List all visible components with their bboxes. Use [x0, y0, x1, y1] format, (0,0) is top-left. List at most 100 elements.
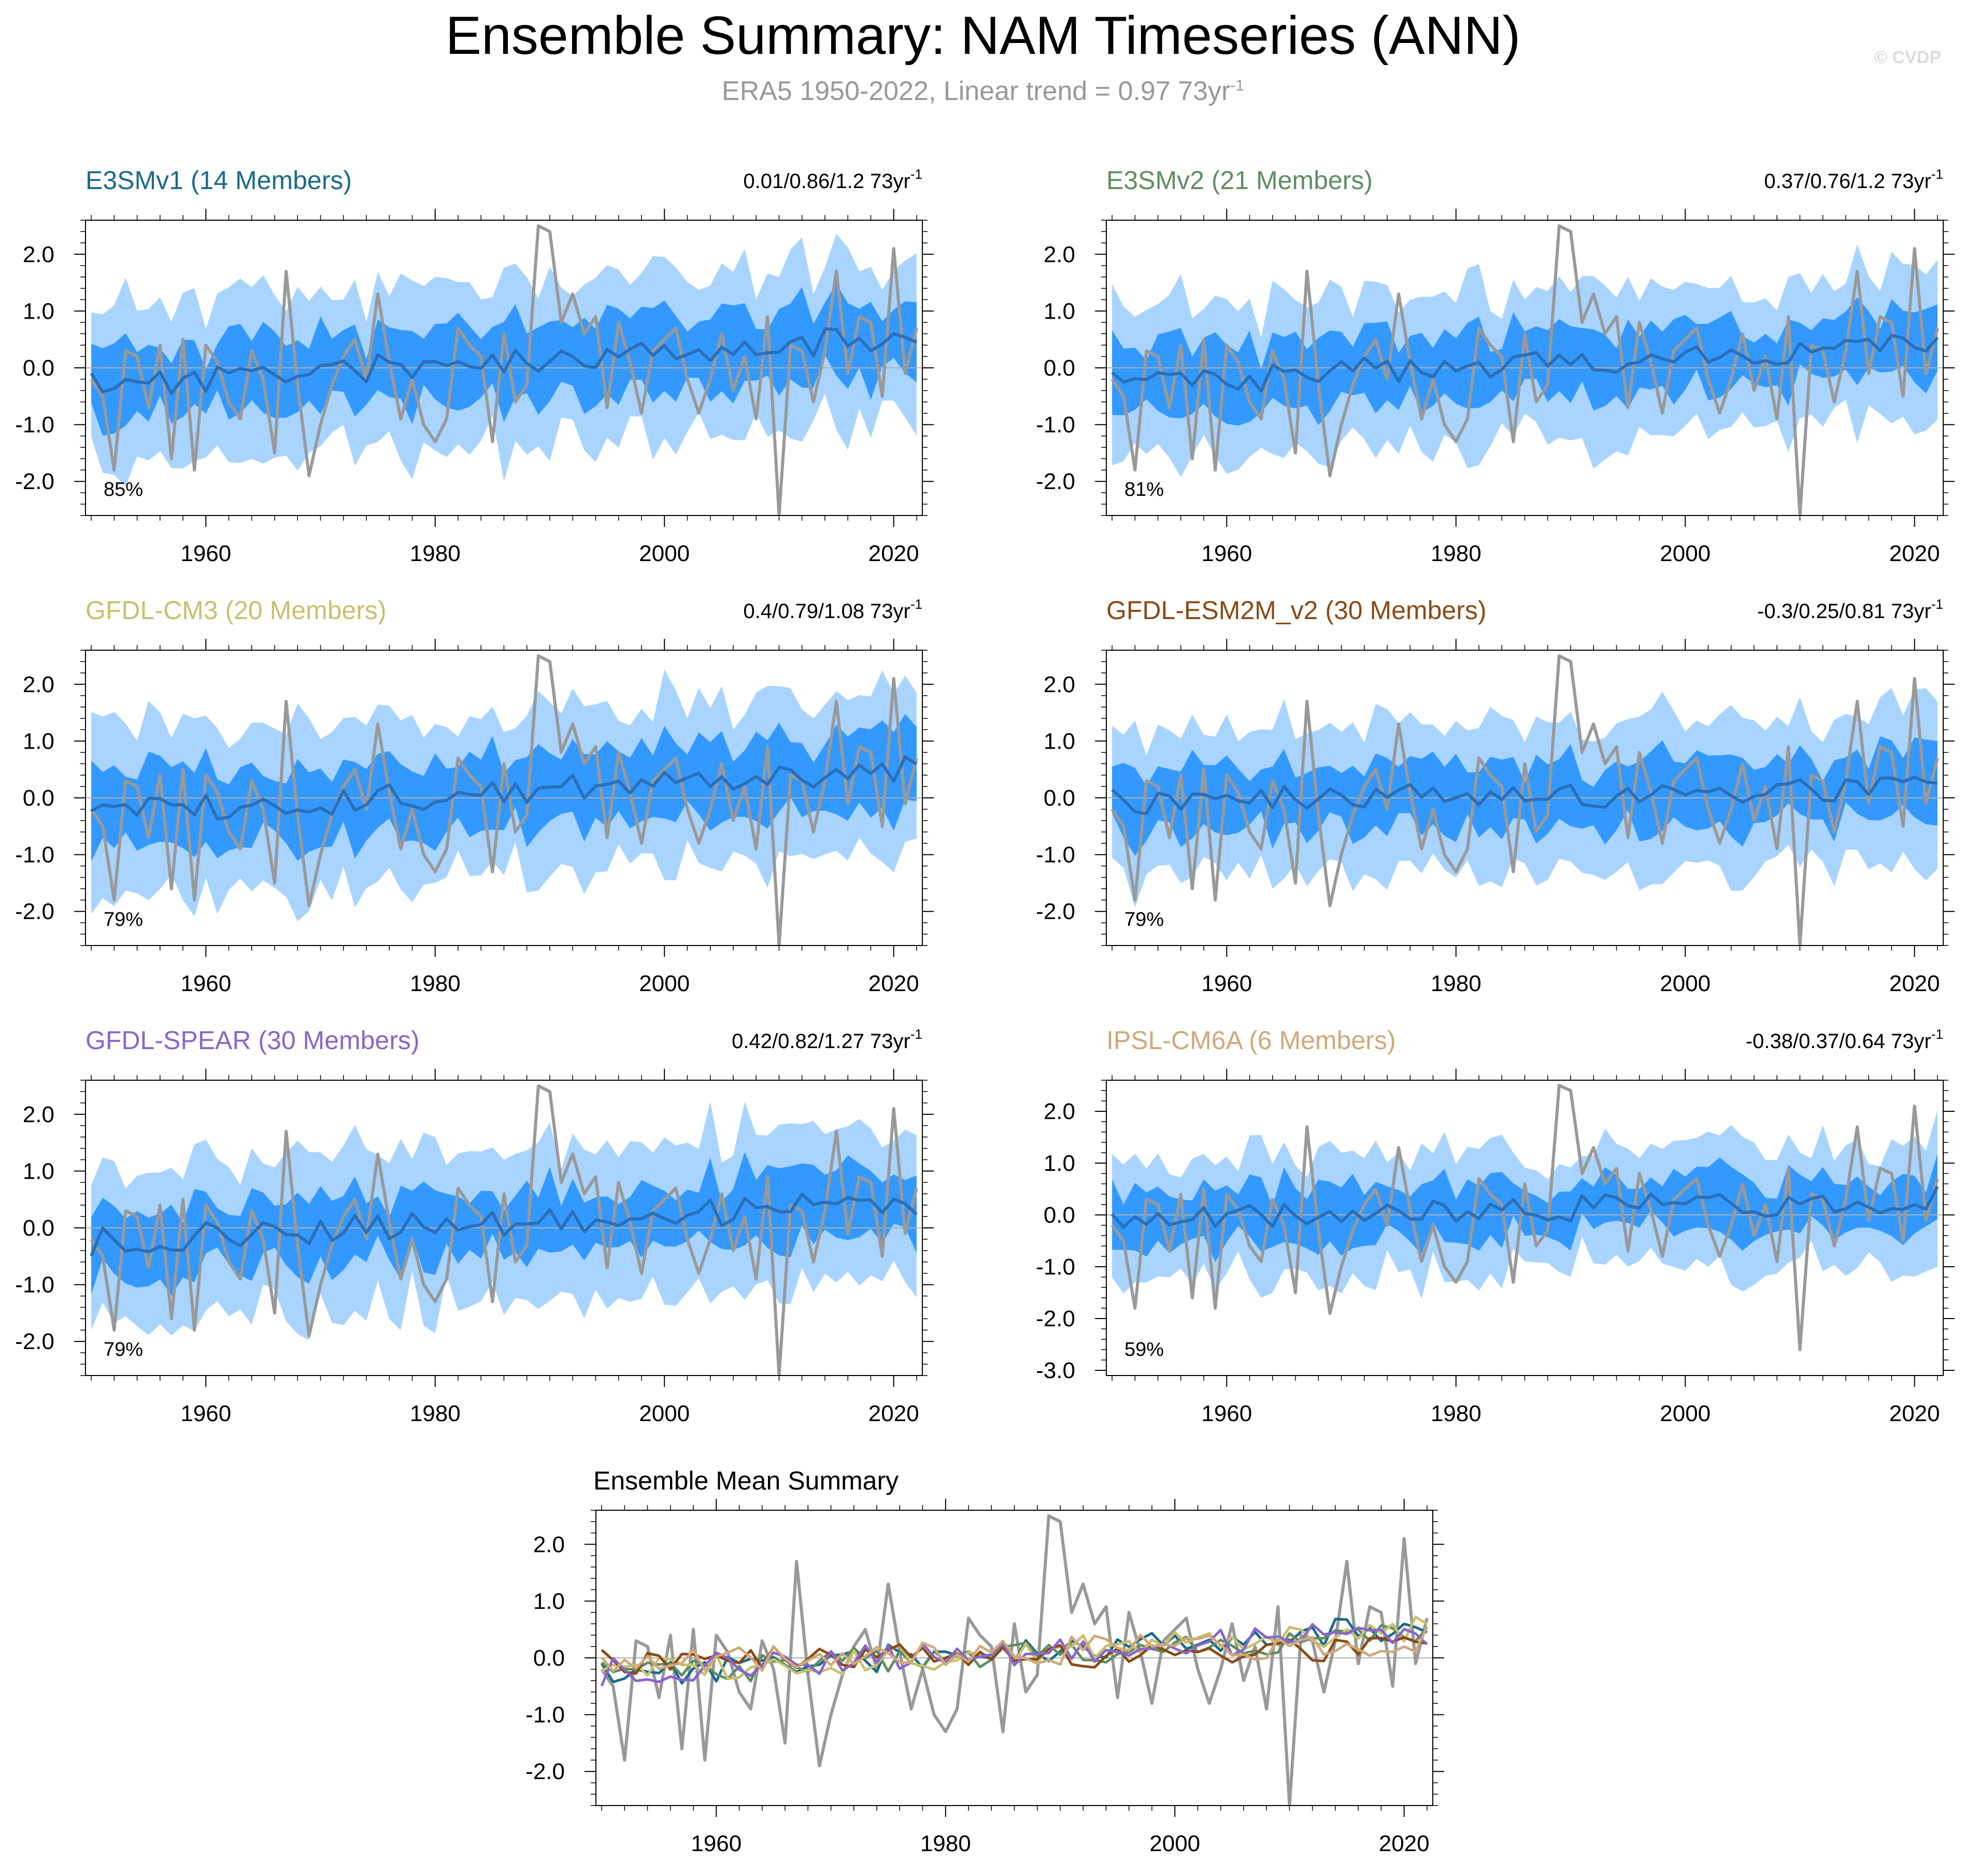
page-subtitle: ERA5 1950-2022, Linear trend = 0.97 73yr… [0, 76, 1966, 107]
y-tick-label: -3.0 [1036, 1358, 1075, 1383]
percent-label: 59% [1124, 1339, 1164, 1361]
y-tick-label: 0.0 [1044, 355, 1075, 381]
x-tick-label: 1980 [410, 1401, 461, 1426]
percent-label: 79% [104, 1339, 143, 1361]
y-tick-label: -2.0 [1036, 469, 1075, 494]
plot-area [86, 654, 922, 946]
y-tick-label: 0.0 [23, 785, 54, 811]
panel-title: GFDL-CM3 (20 Members) [86, 596, 387, 625]
panel-stats: -0.38/0.37/0.64 73yr-1 [1746, 1026, 1943, 1053]
y-tick-label: 1.0 [23, 728, 54, 754]
x-tick-label: 1980 [1431, 971, 1481, 996]
y-tick-label: -2.0 [15, 899, 54, 924]
plot-area [86, 224, 922, 515]
plot-area [596, 1514, 1433, 1806]
x-tick-label: 2020 [1889, 971, 1940, 996]
series-line-e3smv2 [601, 1624, 1428, 1683]
panel-title: E3SMv1 (14 Members) [86, 166, 352, 195]
x-tick-label: 2020 [868, 541, 919, 566]
y-tick-label: 0.0 [1044, 785, 1075, 811]
x-tick-label: 1960 [180, 541, 231, 566]
x-tick-label: 2000 [1149, 1831, 1200, 1856]
subtitle-superscript: -1 [1230, 77, 1245, 94]
x-tick-label: 1960 [1201, 1401, 1252, 1426]
y-tick-label: 0.0 [23, 1215, 54, 1241]
observed-series-line [90, 224, 918, 515]
inner-spread-band [91, 283, 917, 436]
y-tick-label: 2.0 [1044, 242, 1075, 267]
y-tick-label: 2.0 [1044, 672, 1075, 697]
series-line-gfdl-esm2m-v2 [601, 1636, 1428, 1675]
plot-area [1106, 1084, 1943, 1351]
panel-title: E3SMv2 (21 Members) [1106, 166, 1373, 195]
panel-e3smv2: E3SMv2 (21 Members) 0.37/0.76/1.2 73yr-1 8… [1036, 166, 1955, 566]
panel-stats-superscript: -1 [1931, 1026, 1943, 1042]
y-tick-label: -2.0 [525, 1759, 565, 1784]
y-tick-label: 2.0 [23, 1102, 54, 1127]
observed-series-line [90, 654, 918, 946]
subtitle-text: ERA5 1950-2022, Linear trend = 0.97 73yr [721, 76, 1231, 106]
y-tick-label: -1.0 [15, 412, 54, 438]
panel-stats: 0.42/0.82/1.27 73yr-1 [732, 1026, 922, 1053]
panel-ipsl-cm6a: IPSL-CM6A (6 Members) -0.38/0.37/0.64 73y… [1036, 1026, 1955, 1426]
observed-series-line [600, 1514, 1429, 1806]
series-line-ipsl-cm6a [601, 1626, 1429, 1673]
y-tick-label: -2.0 [15, 469, 54, 494]
ensemble-mean-line [1110, 1185, 1939, 1229]
plot-area [1106, 654, 1943, 946]
panel-stats-superscript: -1 [910, 1026, 922, 1042]
x-tick-label: 1960 [180, 971, 231, 996]
x-tick-label: 2000 [1660, 971, 1711, 996]
x-tick-label: 1960 [691, 1831, 742, 1856]
x-tick-label: 2020 [868, 971, 919, 996]
y-tick-label: 1.0 [533, 1588, 565, 1614]
panel-stats-superscript: -1 [910, 166, 922, 182]
x-tick-label: 1960 [1201, 971, 1252, 996]
y-tick-label: 1.0 [23, 298, 54, 324]
panel-ensemble-mean-summary: Ensemble Mean Summary 1960 1980 2000 2020 2.0… [525, 1466, 1444, 1856]
panel-stats-superscript: -1 [1931, 166, 1943, 182]
y-tick-label: 2.0 [23, 672, 54, 697]
x-tick-label: 2000 [1660, 1401, 1711, 1426]
x-tick-label: 2020 [1889, 1401, 1940, 1426]
x-tick-label: 1980 [1431, 541, 1481, 566]
y-tick-label: -1.0 [1036, 412, 1075, 438]
panel-gfdl-esm2m-v2: GFDL-ESM2M_v2 (30 Members) -0.3/0.25/0.81… [1036, 596, 1955, 996]
panel-stats-superscript: -1 [910, 596, 922, 612]
x-tick-label: 2000 [1660, 541, 1711, 566]
x-tick-label: 2000 [639, 971, 690, 996]
panel-title: IPSL-CM6A (6 Members) [1106, 1026, 1395, 1055]
x-tick-label: 2000 [639, 1401, 690, 1426]
x-tick-label: 1980 [920, 1831, 971, 1856]
panel-stats-superscript: -1 [1931, 596, 1943, 612]
x-tick-label: 1980 [410, 971, 461, 996]
x-tick-label: 2020 [868, 1401, 919, 1426]
ensemble-mean-line [90, 327, 918, 395]
y-tick-label: -1.0 [1036, 842, 1075, 868]
y-tick-label: -2.0 [1036, 1306, 1075, 1331]
panel-gfdl-cm3: GFDL-CM3 (20 Members) 0.4/0.79/1.08 73yr-… [15, 596, 934, 996]
panel-gfdl-spear: GFDL-SPEAR (30 Members) 0.42/0.82/1.27 73… [15, 1026, 934, 1426]
observed-series-line [1110, 654, 1939, 946]
ensemble-mean-line [1111, 776, 1938, 815]
observed-series-line [1110, 224, 1939, 515]
panel-stats: 0.37/0.76/1.2 73yr-1 [1764, 166, 1943, 193]
y-tick-label: 0.0 [23, 355, 54, 381]
panel-title: Ensemble Mean Summary [593, 1466, 899, 1495]
plot-area [86, 1084, 922, 1376]
ensemble-mean-line [1111, 334, 1939, 393]
panel-stats: 0.01/0.86/1.2 73yr-1 [743, 166, 922, 193]
y-tick-label: -2.0 [15, 1329, 54, 1354]
y-tick-label: -1.0 [1036, 1254, 1075, 1280]
x-tick-label: 2020 [1889, 541, 1940, 566]
x-tick-label: 2000 [639, 541, 690, 566]
panel-stats: -0.3/0.25/0.81 73yr-1 [1757, 596, 1943, 623]
percent-label: 79% [1124, 909, 1164, 930]
x-tick-label: 2020 [1379, 1831, 1430, 1856]
ensemble-mean-line [90, 1193, 918, 1257]
y-tick-label: 2.0 [23, 242, 54, 267]
series-line-gfdl-spear [600, 1623, 1428, 1687]
observed-series-line [90, 1084, 918, 1376]
panel-title: GFDL-SPEAR (30 Members) [86, 1026, 420, 1055]
